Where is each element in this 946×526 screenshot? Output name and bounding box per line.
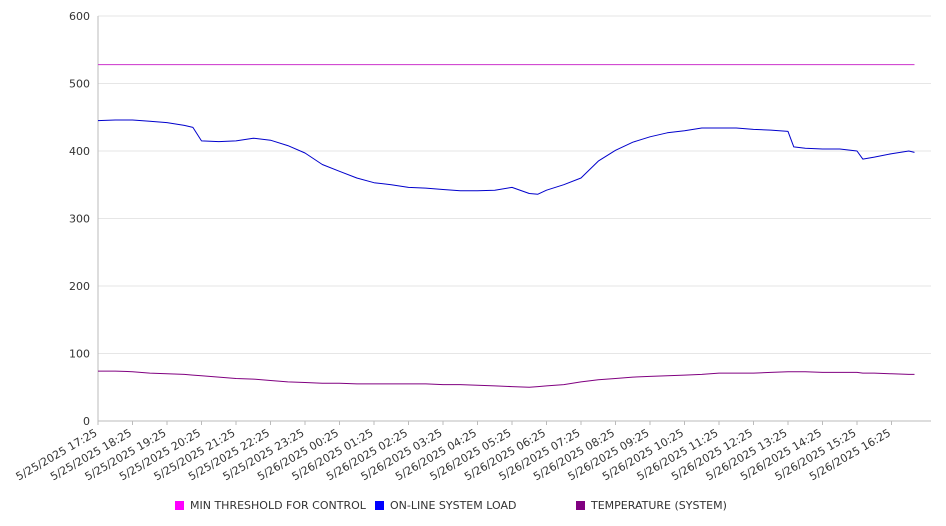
- legend: MIN THRESHOLD FOR CONTROL ON-LINE SYSTEM…: [0, 497, 946, 515]
- legend-item-temperature[interactable]: TEMPERATURE (SYSTEM): [576, 497, 727, 513]
- y-tick-label: 0: [83, 415, 90, 428]
- legend-label-system-load: ON-LINE SYSTEM LOAD: [390, 498, 517, 512]
- gridlines: [98, 15, 931, 354]
- axes: [97, 16, 931, 422]
- legend-swatch-temperature: [576, 500, 585, 510]
- y-tick-label: 600: [69, 10, 90, 23]
- y-tick-label: 100: [69, 348, 90, 361]
- legend-item-min-threshold[interactable]: MIN THRESHOLD FOR CONTROL: [175, 497, 366, 513]
- series-lines: [97, 64, 915, 388]
- legend-swatch-system-load: [375, 500, 384, 510]
- legend-swatch-min-threshold: [175, 500, 184, 510]
- legend-item-system-load[interactable]: ON-LINE SYSTEM LOAD: [375, 497, 516, 513]
- series-line-temperature: [98, 370, 915, 388]
- legend-label-min-threshold: MIN THRESHOLD FOR CONTROL: [190, 498, 366, 512]
- x-axis-ticks: 5/25/2025 17:255/25/2025 18:255/25/2025 …: [14, 421, 893, 483]
- series-line-system-load: [97, 119, 915, 195]
- y-tick-label: 500: [69, 78, 90, 91]
- y-axis-ticks: 0 100 200 300 400 500 600: [69, 10, 90, 428]
- y-tick-label: 400: [69, 145, 90, 158]
- legend-label-temperature: TEMPERATURE (SYSTEM): [591, 498, 727, 512]
- y-tick-label: 200: [69, 280, 90, 293]
- y-tick-label: 300: [69, 213, 90, 226]
